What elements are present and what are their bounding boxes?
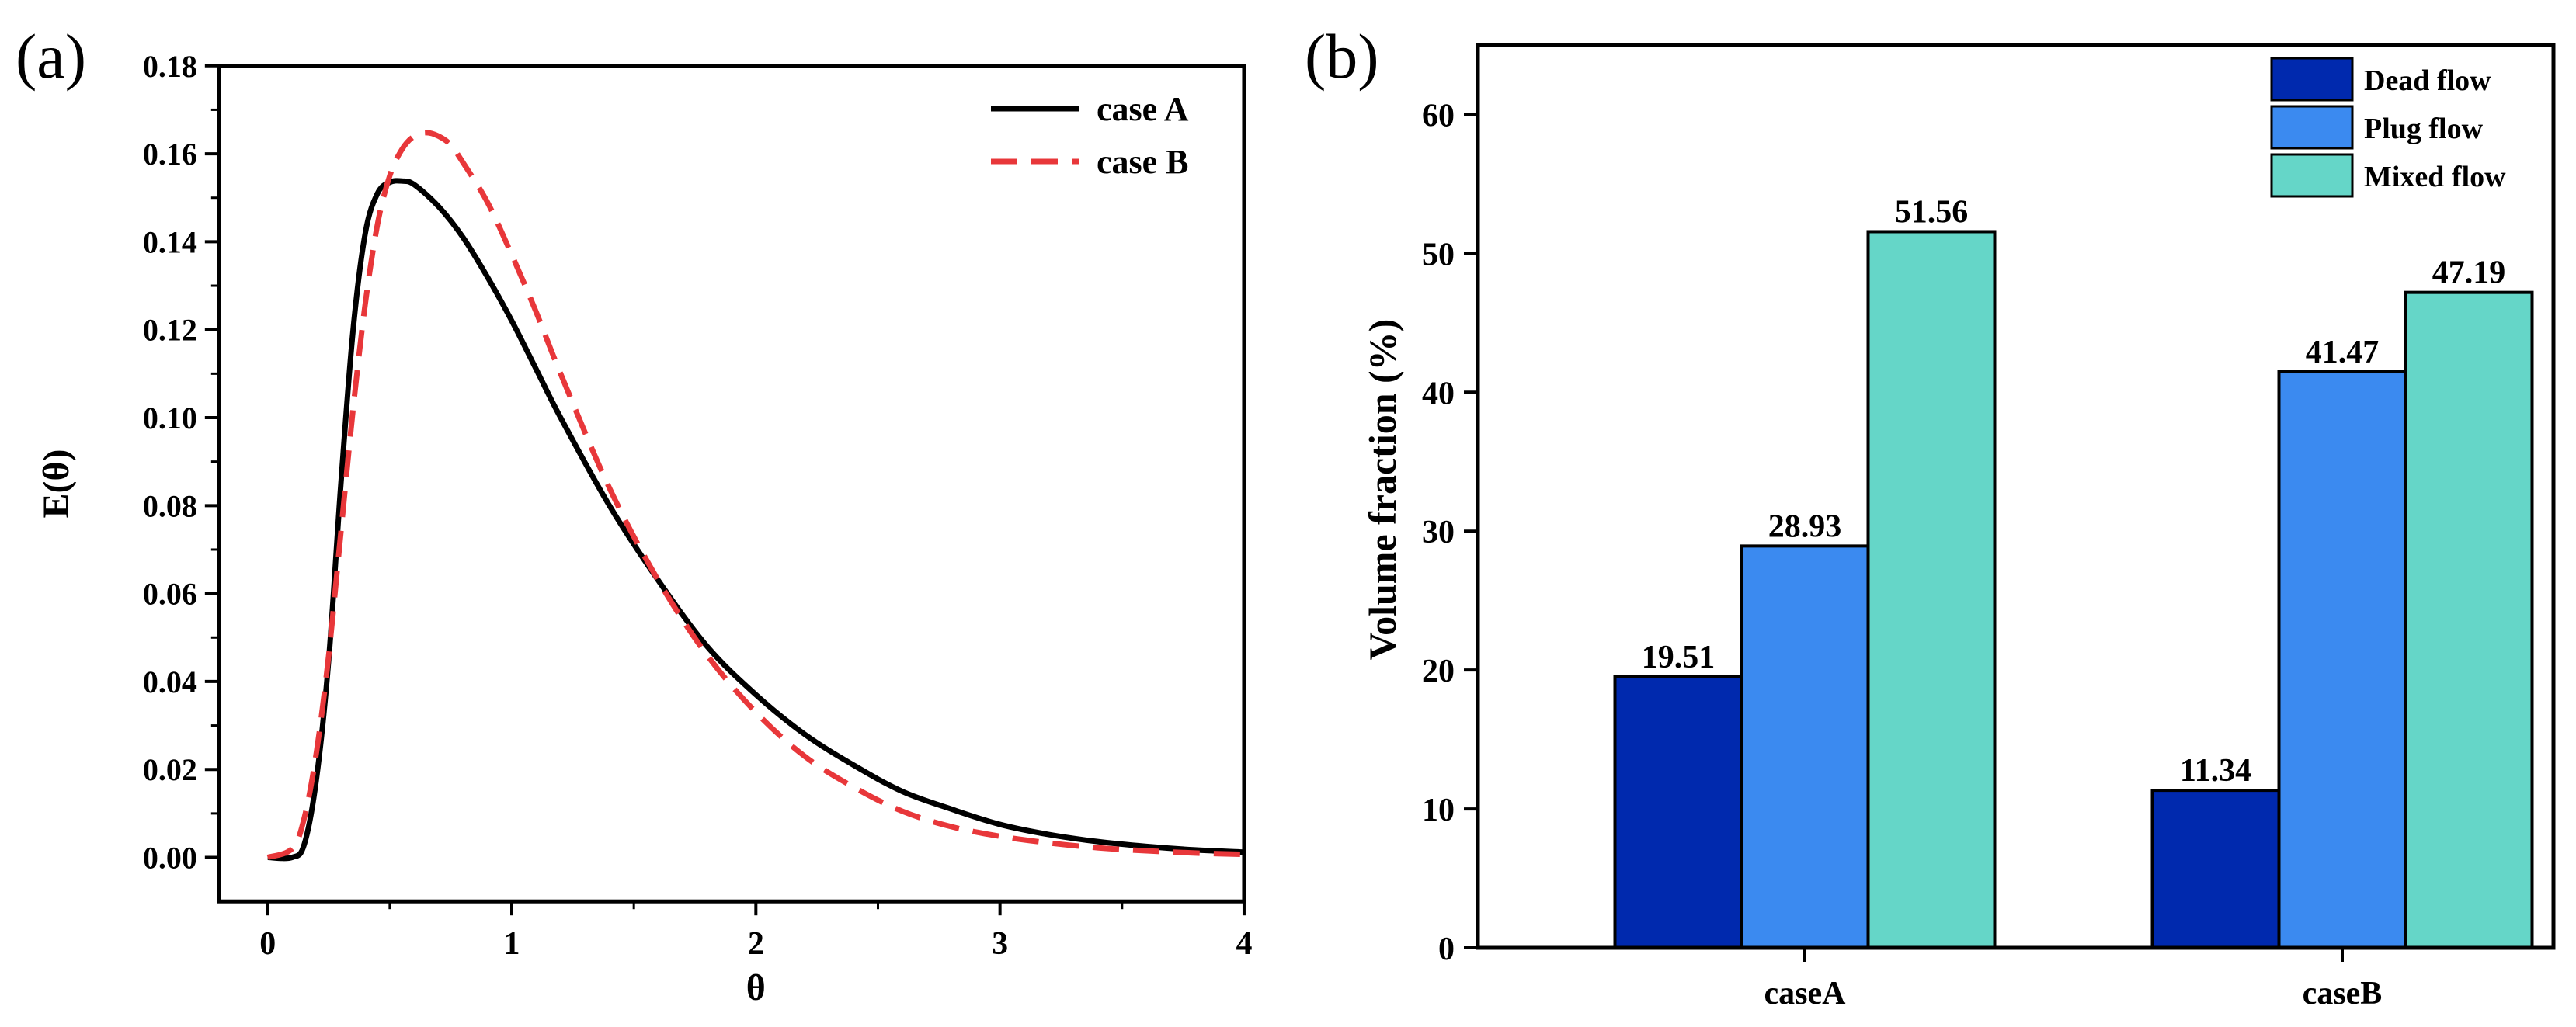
panel-a-label: (a)	[16, 21, 86, 92]
y-tick-label: 0.10	[143, 401, 197, 435]
y-tick-label: 0.00	[143, 841, 197, 876]
bar-plug-flow	[2277, 370, 2407, 950]
y-tick-label: 20	[1422, 654, 1455, 689]
panel-a-plot-area	[266, 130, 1245, 862]
y-tick-label: 50	[1422, 237, 1455, 272]
y-tick-label: 10	[1422, 793, 1455, 828]
legend-label-plug-flow: Plug flow	[2364, 113, 2484, 145]
series-line-case-b	[266, 130, 1245, 860]
panel-b-frame	[1476, 43, 2556, 950]
x-tick-label: caseB	[2303, 976, 2383, 1011]
panel-a-legend: case A case B	[991, 90, 1189, 181]
legend-swatch-plug-flow	[2270, 105, 2354, 150]
panel-a-y-axis-label: E(θ)	[36, 449, 77, 518]
panel-a-frame	[217, 64, 1246, 904]
data-label: 11.34	[2180, 753, 2251, 789]
x-tick-label: 2	[748, 926, 764, 962]
legend-label-case-a: case A	[1097, 90, 1189, 128]
y-tick-label: 40	[1422, 376, 1455, 411]
panel-b-legend: Dead flow Plug flow Mixed flow	[2270, 57, 2506, 198]
legend-label-case-b: case B	[1097, 143, 1189, 181]
bar-plug-flow	[1740, 544, 1870, 949]
y-tick-label: 30	[1422, 515, 1455, 550]
series-line-case-a	[267, 178, 1245, 862]
y-tick-label: 0.02	[143, 752, 197, 787]
y-tick-label: 0.12	[143, 313, 197, 348]
bar-dead-flow	[2150, 789, 2281, 950]
x-tick-label: 3	[992, 926, 1008, 962]
x-tick-label: 4	[1236, 926, 1252, 962]
y-tick-label: 0	[1438, 932, 1455, 967]
panel-b-label: (b)	[1305, 21, 1379, 92]
legend-swatch-dead-flow	[2270, 57, 2354, 102]
y-tick-label: 0.04	[143, 664, 197, 699]
panel-a-x-axis-label: θ	[746, 967, 766, 1008]
x-tick-label: 1	[504, 926, 520, 962]
y-tick-label: 0.08	[143, 488, 197, 523]
y-tick-label: 0.06	[143, 577, 197, 612]
panel-b-bars: 19.51 28.93 51.56 11.34 41.47 47.19	[1613, 194, 2534, 950]
legend-label-mixed-flow: Mixed flow	[2364, 161, 2506, 193]
y-tick-label: 0.16	[143, 137, 197, 172]
data-label: 28.93	[1768, 508, 1842, 544]
panel-a-line-chart: (a) 0 1 2 3 4 0.00 0.02 0.04 0.06 0.08 0.10 0.12 0.1…	[16, 21, 1252, 1008]
y-tick-label: 0.18	[143, 49, 197, 84]
data-label: 19.51	[1642, 640, 1716, 675]
y-tick-label: 0.14	[143, 224, 197, 259]
legend-label-dead-flow: Dead flow	[2364, 64, 2491, 97]
x-tick-label: caseA	[1764, 976, 1847, 1011]
bar-mixed-flow	[2404, 290, 2534, 949]
data-label: 47.19	[2432, 255, 2506, 291]
panel-b-y-axis-label: Volume fraction (%)	[1361, 319, 1404, 661]
panel-a-axes-ticks: 0 1 2 3 4 0.00 0.02 0.04 0.06 0.08 0.10 0.12 0.14 0.1…	[143, 49, 1253, 962]
x-tick-label: 0	[259, 926, 276, 962]
bar-dead-flow	[1613, 675, 1743, 949]
data-label: 41.47	[2306, 335, 2380, 370]
panel-b-bar-chart: (b) 19.51 28.93 51.56 11.34 41.47 47.19 0 10 20…	[1305, 21, 2556, 1011]
y-tick-label: 60	[1422, 98, 1455, 134]
data-label: 51.56	[1895, 194, 1969, 230]
bar-mixed-flow	[1866, 230, 1997, 950]
legend-swatch-mixed-flow	[2270, 153, 2354, 198]
panel-b-axes-ticks: 0 10 20 30 40 50 60 caseA caseB	[1422, 98, 2382, 1011]
